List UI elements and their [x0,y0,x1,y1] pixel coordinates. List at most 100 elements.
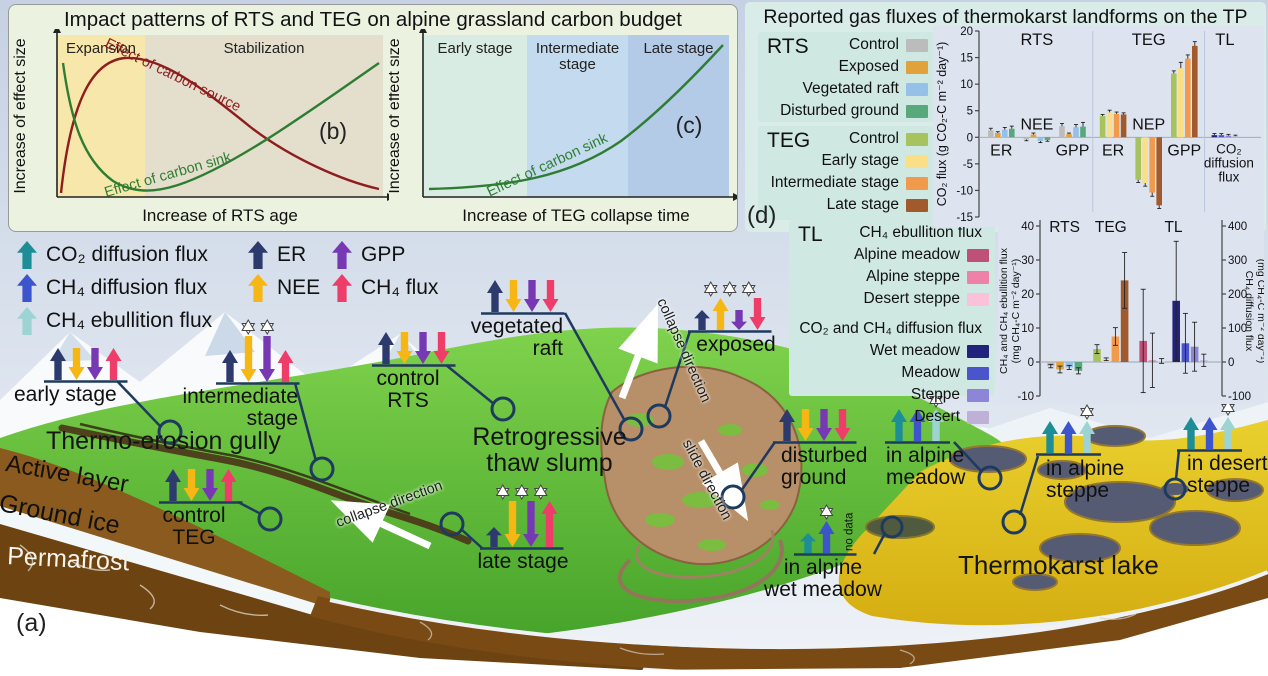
panel-a-label: (a) [16,609,47,637]
flux-legend-nee: NEE [247,273,320,303]
site-intermediate-stage [216,318,300,391]
flux-legend-ch4-ebullition: CH₄ ebullition flux [16,306,212,336]
svg-text:Stabilization: Stabilization [224,40,305,57]
ch4-arrow-icon [332,274,352,302]
site-label-in-alpine-wet-meadow: in alpine wet meadow [764,556,882,602]
flux-legend-label: CH₄ ebullition flux [46,309,213,332]
svg-text:30: 30 [1021,255,1034,267]
svg-text:-10: -10 [1017,391,1034,403]
ch4-diffusion-arrow-up [909,409,926,441]
svg-text:GPP: GPP [1056,142,1090,159]
svg-text:(c): (c) [676,112,703,138]
er-arrow-up [165,469,181,501]
svg-text:diffusion: diffusion [1204,155,1254,170]
svg-text:-5: -5 [963,159,973,171]
legend-swatch [906,198,928,212]
legend-swatch [906,132,928,146]
gpp-arrow-down [202,469,218,501]
er-arrow-up [222,350,238,382]
svg-text:RTS: RTS [1049,219,1080,236]
co2-diffusion-arrow-icon [17,241,37,269]
ch4-flux-bar-chart: -10 0 10 20 30 40 -100 0 100 200 300 400 CH₄ and CH₄… [998,212,1267,404]
svg-text:Increase of effect size: Increase of effect size [389,38,403,193]
svg-text:Late stage: Late stage [643,40,713,57]
panel-d-title: Reported gas fluxes of thermokarst landf… [763,6,1248,28]
flux-legend-er: ER [247,240,306,270]
ch4-arrow-down [433,332,450,364]
legend-swatch [906,154,928,168]
site-control-rts [372,314,456,373]
slump-label: Retrogressive thaw slump [472,423,627,477]
svg-text:flux: flux [1218,169,1239,184]
svg-text:Increase of TEG collapse time: Increase of TEG collapse time [462,206,689,225]
svg-text:(mg CH₄-C m⁻² day⁻¹): (mg CH₄-C m⁻² day⁻¹) [1010,259,1022,364]
svg-text:NEP: NEP [1132,116,1165,133]
legend-tl: TL CH₄ ebullition flux Alpine meadow Alpine… [789,220,995,425]
panel-impact-patterns: Impact patterns of RTS and TEG on alpine… [8,4,738,232]
site-label-control-rts: control RTS [376,367,440,413]
legend-teg: TEG Control Early stage Intermediate stage L… [758,126,934,220]
svg-text:Early stage: Early stage [437,40,512,57]
svg-text:CO₂ flux (g CO₂-C m⁻² day⁻¹): CO₂ flux (g CO₂-C m⁻² day⁻¹) [935,42,949,207]
co2-diffusion-arrow-up [1042,421,1058,453]
ch4-arrow-up [220,469,237,501]
nee-arrow-up [712,298,729,330]
svg-text:Increase of effect size: Increase of effect size [12,38,29,193]
flux-legend-label: ER [277,243,307,266]
ch4-arrow-down [834,409,851,441]
legend-swatch [906,38,928,52]
svg-text:10: 10 [960,79,973,91]
gpp-arrow-down [87,348,103,380]
ch4-arrow-up [541,501,558,547]
svg-text:-100: -100 [1228,391,1251,403]
svg-text:300: 300 [1228,255,1247,267]
site-disturbed-ground [773,391,857,450]
nee-arrow-down [504,501,521,547]
legend-heading: RTS [767,35,809,58]
gpp-arrow-down [816,409,832,441]
gpp-arrow-down [415,332,431,364]
svg-text:0: 0 [1228,357,1234,369]
co2-diffusion-arrow-up [800,533,816,553]
svg-text:Expansion: Expansion [66,40,136,57]
svg-text:100: 100 [1228,323,1247,335]
ch4-arrow-down [749,298,766,330]
ch4-diffusion-arrow-up [1060,421,1077,453]
panel-bc-title: Impact patterns of RTS and TEG on alpine… [63,8,683,31]
site-in-alpine-steppe [1036,403,1101,462]
site-late-stage [480,483,564,556]
site-label-in-desert-steppe: in desert steppe [1187,452,1268,498]
svg-text:ER: ER [1102,142,1124,159]
gully-label: Thermo-erosion gully [46,427,281,455]
ch4-arrow-up [105,348,122,380]
ch4-ebullition-arrow-up [928,409,944,441]
svg-text:(b): (b) [319,118,347,144]
flux-legend-ch4-diffusion: CH₄ diffusion flux [16,273,207,303]
legend-item: Late stage [771,194,928,216]
svg-text:Intermediate: Intermediate [536,40,619,57]
flux-legend-label: CH₄ diffusion flux [46,276,208,299]
svg-text:-15: -15 [956,212,973,224]
svg-text:-10: -10 [956,185,973,197]
legend-swatch [906,176,928,190]
site-in-desert-steppe [1177,399,1242,458]
svg-text:40: 40 [1021,221,1034,233]
svg-text:TEG: TEG [1132,31,1166,49]
svg-text:5: 5 [967,106,973,118]
nee-arrow-down [505,280,522,312]
nee-arrow-down [797,409,814,441]
legend-rts: RTS Control Exposed Vegetated raft Disturbed… [758,32,934,122]
flux-legend-label: GPP [361,243,406,266]
site-label-exposed: exposed [696,333,776,356]
svg-text:15: 15 [960,53,973,65]
er-arrow-up [694,310,710,330]
gpp-arrow-down [524,280,540,312]
er-arrow-up [50,348,66,380]
ch4-ebullition-arrow-icon [17,307,37,335]
nee-arrow-down [183,469,200,501]
site-in-alpine-meadow [885,391,950,450]
ch4-arrow-up [277,350,294,382]
legend-item: Early stage [771,150,928,172]
